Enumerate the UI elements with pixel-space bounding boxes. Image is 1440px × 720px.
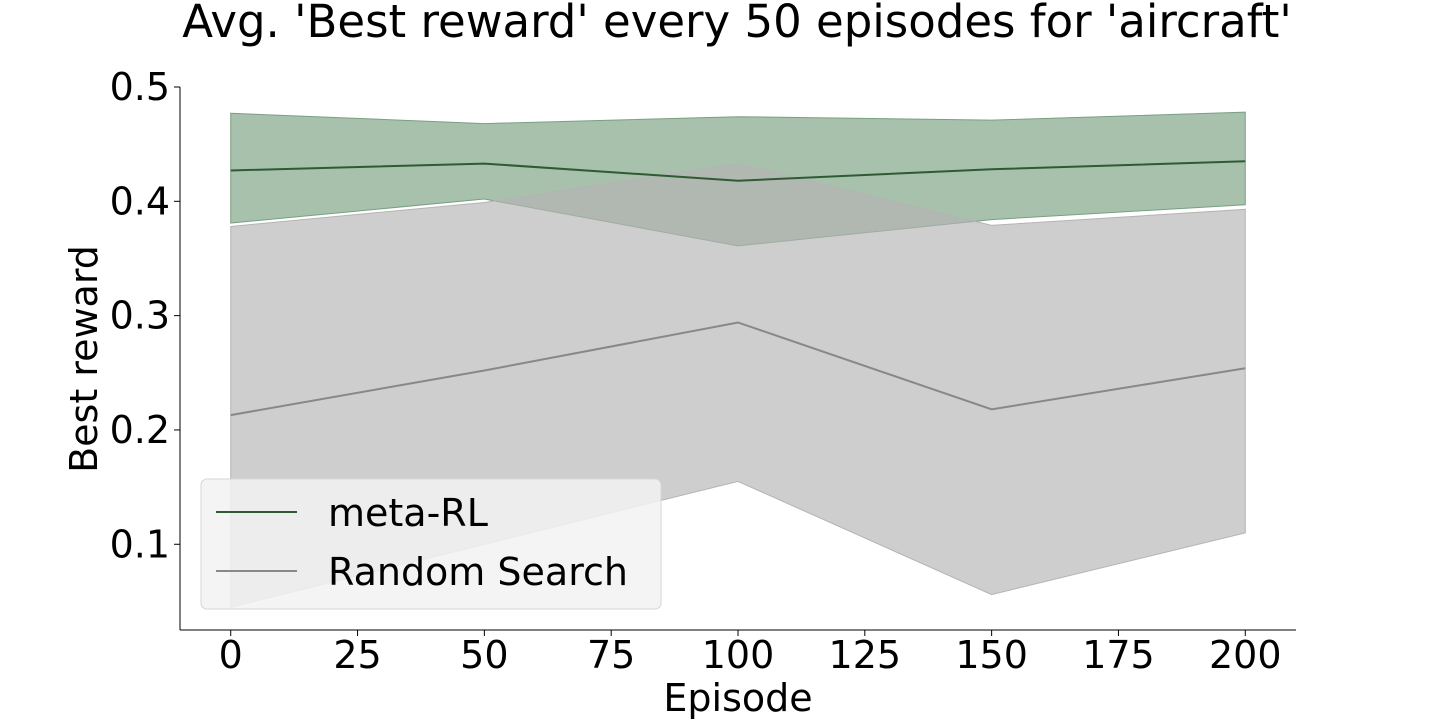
- x-tick-label: 150: [955, 633, 1028, 677]
- x-axis-label: Episode: [663, 676, 812, 720]
- legend-label-random-search: Random Search: [328, 550, 628, 594]
- y-tick-label: 0.4: [110, 179, 170, 223]
- legend-box: [200, 478, 662, 610]
- line-random-search: [230, 321, 1246, 417]
- y-tick-label: 0.2: [110, 408, 170, 452]
- series-lines: [230, 160, 1246, 417]
- y-ticks: 0.1 0.2 0.3 0.4 0.5: [110, 65, 180, 566]
- x-tick-label: 0: [219, 633, 243, 677]
- x-tick-label: 100: [702, 633, 775, 677]
- x-tick-label: 200: [1209, 633, 1282, 677]
- y-tick-label: 0.3: [110, 294, 170, 338]
- x-tick-label: 125: [829, 633, 902, 677]
- legend: meta-RL Random Search: [200, 478, 662, 610]
- y-tick-label: 0.5: [110, 65, 170, 109]
- chart-title: Avg. 'Best reward' every 50 episodes for…: [182, 0, 1292, 48]
- x-tick-label: 25: [333, 633, 381, 677]
- legend-label-meta-rl: meta-RL: [328, 491, 488, 535]
- x-tick-label: 75: [587, 633, 635, 677]
- x-ticks: 0 25 50 75 100 125 150 175 200: [219, 630, 1282, 677]
- y-tick-label: 0.1: [110, 522, 170, 566]
- y-axis-label: Best reward: [62, 245, 106, 473]
- x-tick-label: 175: [1082, 633, 1155, 677]
- x-tick-label: 50: [460, 633, 508, 677]
- line-meta-rl: [230, 160, 1246, 182]
